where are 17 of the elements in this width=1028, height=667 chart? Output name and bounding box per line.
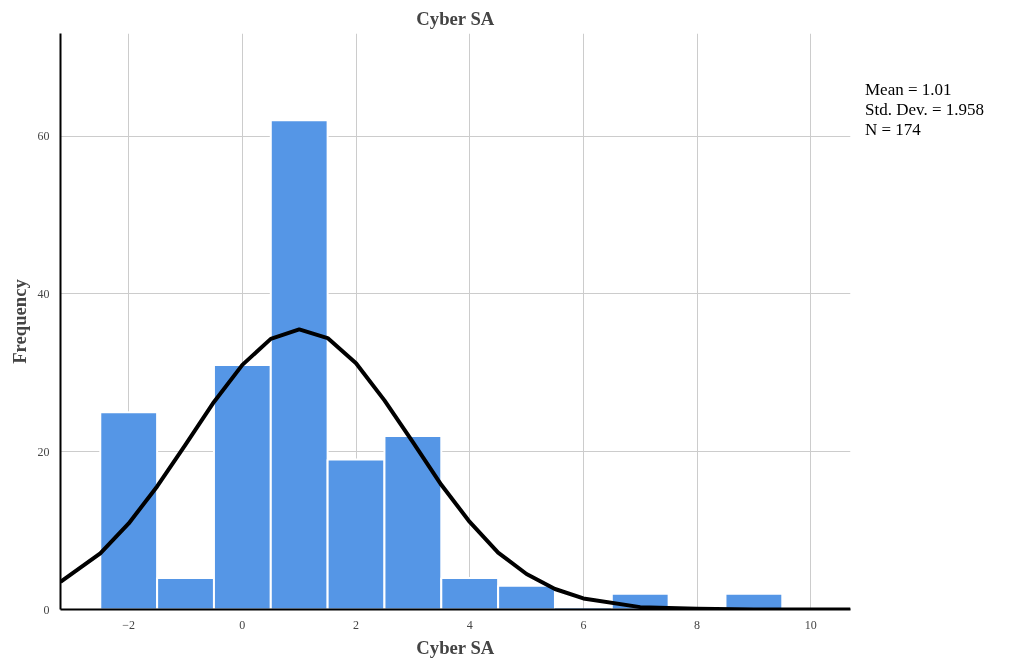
x-tick-label: 4 (466, 617, 473, 632)
text: Mean = 1.01 (865, 80, 953, 100)
text: Std. Dev. = 1.958 (865, 100, 984, 120)
x-tick-label: 8 (694, 617, 701, 632)
x-tick-label: 2 (353, 617, 360, 632)
x-tick-label: −2 (122, 617, 136, 632)
y-tick-label: 40 (37, 286, 50, 301)
x-axis-title: Cyber SA (416, 636, 495, 658)
chart-title: Cyber SA (416, 7, 495, 29)
x-tick-label: 10 (804, 617, 817, 632)
y-tick-label: 60 (37, 129, 50, 144)
y-tick-label: 20 (37, 444, 50, 459)
text: N = 174 (865, 120, 922, 140)
y-tick-label: 0 (43, 602, 50, 617)
x-tick-label: 6 (580, 617, 587, 632)
y-axis-title: Frequency (8, 278, 30, 364)
x-tick-label: 0 (239, 617, 246, 632)
